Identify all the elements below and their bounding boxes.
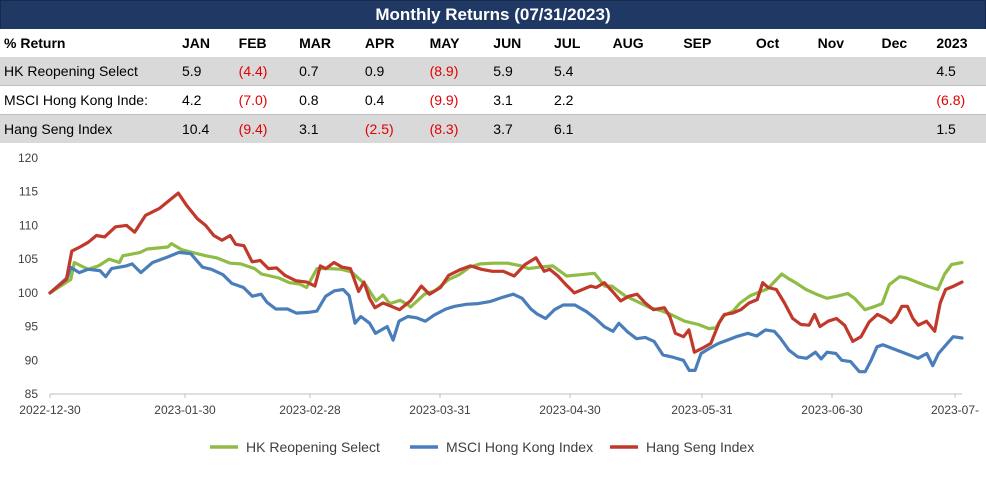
y-tick-label: 120 [18, 151, 38, 165]
col-header-sep: SEP [663, 29, 732, 57]
y-tick-label: 105 [18, 252, 38, 266]
col-header-mar: MAR [285, 29, 351, 57]
x-tick-label: 2023-02-28 [279, 403, 341, 417]
cell-value [663, 57, 732, 86]
cell-value [799, 114, 864, 143]
x-tick-label: 2023-04-30 [539, 403, 601, 417]
cell-value: 3.7 [479, 114, 540, 143]
x-tick-label: 2023-01-30 [154, 403, 216, 417]
cell-value [598, 114, 664, 143]
row-name: MSCI Hong Kong Inde: [0, 85, 168, 115]
row-name: Hang Seng Index [0, 114, 168, 143]
y-tick-label: 85 [25, 387, 39, 401]
col-header-nov: Nov [799, 29, 864, 57]
cell-value [598, 85, 664, 115]
y-tick-label: 95 [25, 320, 39, 334]
cell-value: (8.9) [413, 57, 480, 86]
cell-value: 4.5 [926, 57, 986, 86]
table-row: Hang Seng Index 10.4 (9.4) 3.1 (2.5) (8.… [0, 114, 986, 143]
cell-value: 3.1 [285, 114, 351, 143]
cell-value [863, 114, 927, 143]
cell-value: 3.1 [479, 85, 540, 115]
cell-value: (9.4) [228, 114, 286, 143]
col-header-oct: Oct [731, 29, 800, 57]
cell-value: 2.2 [539, 85, 599, 115]
cell-value [598, 57, 664, 86]
col-header-name: % Return [0, 29, 168, 57]
x-tick-label: 2023-03-31 [409, 403, 471, 417]
cell-value: (6.8) [926, 85, 986, 115]
cell-value: (9.9) [413, 85, 480, 115]
chart-title: Monthly Returns (07/31/2023) [0, 0, 986, 30]
legend-label: Hang Seng Index [646, 439, 754, 455]
y-tick-label: 100 [18, 286, 38, 300]
series-line [48, 250, 964, 374]
col-header-jan: JAN [168, 29, 229, 57]
col-header-jul: JUL [539, 29, 599, 57]
legend-label: MSCI Hong Kong Index [446, 439, 593, 455]
cell-value: 5.9 [168, 57, 229, 86]
x-tick-label: 2023-06-30 [801, 403, 863, 417]
col-header-2023: 2023 [926, 29, 986, 57]
x-tick-label: 2023-07- [931, 403, 979, 417]
cell-value [663, 85, 732, 115]
y-tick-label: 90 [25, 353, 39, 367]
cell-value: (4.4) [228, 57, 286, 86]
table-row: HK Reopening Select 5.9 (4.4) 0.7 0.9 (8… [0, 57, 986, 86]
col-header-dec: Dec [863, 29, 927, 57]
cell-value [799, 85, 864, 115]
series-line [48, 191, 964, 354]
chart-area: 120 115 110 105 100 95 90 85 2022-12-30 2023-01-3… [0, 141, 986, 477]
y-tick-label: 110 [19, 218, 38, 232]
col-header-feb: FEB [228, 29, 286, 57]
cell-value [731, 114, 800, 143]
series-line [48, 241, 964, 331]
cell-value: 0.4 [350, 85, 414, 115]
x-tick-label: 2023-05-31 [671, 403, 733, 417]
cell-value: 6.1 [539, 114, 599, 143]
table-row: MSCI Hong Kong Inde: 4.2 (7.0) 0.8 0.4 (… [0, 85, 986, 115]
y-tick-label: 115 [19, 185, 38, 199]
cell-value: 4.2 [168, 85, 229, 115]
legend-label: HK Reopening Select [246, 439, 380, 455]
cell-value: 0.7 [285, 57, 351, 86]
table-header-row: % Return JAN FEB MAR APR MAY JUN JUL AUG… [0, 29, 986, 57]
col-header-apr: APR [350, 29, 414, 57]
cell-value: 1.5 [926, 114, 986, 143]
cell-value [863, 57, 927, 86]
cell-value: 0.9 [350, 57, 414, 86]
line-chart: 120 115 110 105 100 95 90 85 2022-12-30 2023-01-3… [18, 151, 979, 455]
col-header-may: MAY [413, 29, 480, 57]
cell-value: (2.5) [350, 114, 414, 143]
col-header-aug: AUG [598, 29, 664, 57]
cell-value: 0.8 [285, 85, 351, 115]
cell-value: 5.4 [539, 57, 599, 86]
cell-value [731, 57, 800, 86]
x-tick-label: 2022-12-30 [19, 403, 81, 417]
cell-value: (7.0) [228, 85, 286, 115]
cell-value [663, 114, 732, 143]
cell-value [799, 57, 864, 86]
cell-value: 10.4 [168, 114, 229, 143]
cell-value: (8.3) [413, 114, 480, 143]
returns-table: % Return JAN FEB MAR APR MAY JUN JUL AUG… [0, 29, 986, 143]
cell-value [863, 85, 927, 115]
col-header-jun: JUN [479, 29, 540, 57]
cell-value [731, 85, 800, 115]
cell-value: 5.9 [479, 57, 540, 86]
row-name: HK Reopening Select [0, 57, 168, 86]
